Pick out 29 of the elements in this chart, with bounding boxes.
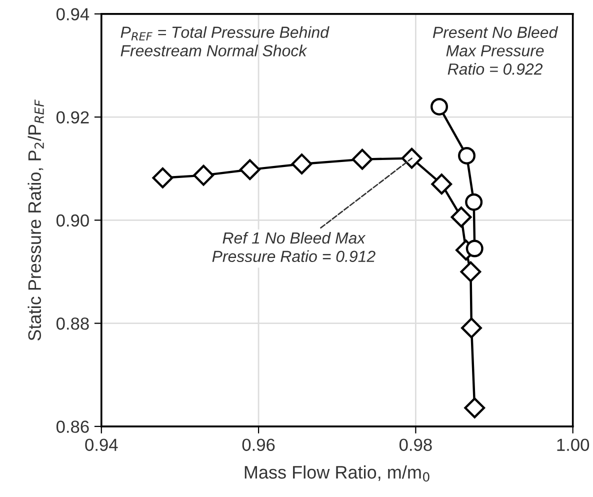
x-axis-title: Mass Flow Ratio, m/m$_{0}$ — [244, 465, 430, 482]
x-tick-label: 0.94 — [85, 438, 118, 451]
point — [460, 261, 482, 282]
point — [431, 174, 452, 195]
y-tick-label: 0.88 — [56, 317, 89, 330]
point — [450, 206, 472, 228]
point — [466, 240, 484, 258]
annotation: Present No Bleed Max Pressure Ratio = 0.922 — [432, 26, 558, 75]
point — [239, 159, 260, 180]
y-axis-title: Static Pressure Ratio, P$_{2}$/P$_{REF}$ — [28, 100, 44, 341]
x-tick-label: 0.96 — [242, 438, 275, 451]
x-tick-label: 1.00 — [557, 438, 590, 451]
y-tick-label: 0.92 — [56, 111, 89, 124]
point — [152, 167, 174, 188]
x-tick-label: 0.98 — [399, 438, 432, 451]
point — [461, 318, 482, 338]
point — [465, 193, 483, 211]
y-tick-label: 0.90 — [56, 214, 89, 227]
point — [401, 148, 422, 169]
point — [291, 154, 312, 174]
annotation: Ref 1 No Bleed Max Pressure Ratio = 0.912 — [212, 232, 376, 262]
point — [458, 146, 476, 164]
y-tick-label: 0.94 — [56, 8, 90, 20]
annotation: P$_{REF}$ = Total Pressure Behind Freestream Normal Shock — [120, 26, 330, 56]
point — [464, 397, 486, 418]
point — [430, 98, 448, 116]
point — [352, 148, 373, 170]
y-tick-label: 0.86 — [56, 420, 89, 433]
point — [193, 164, 214, 186]
